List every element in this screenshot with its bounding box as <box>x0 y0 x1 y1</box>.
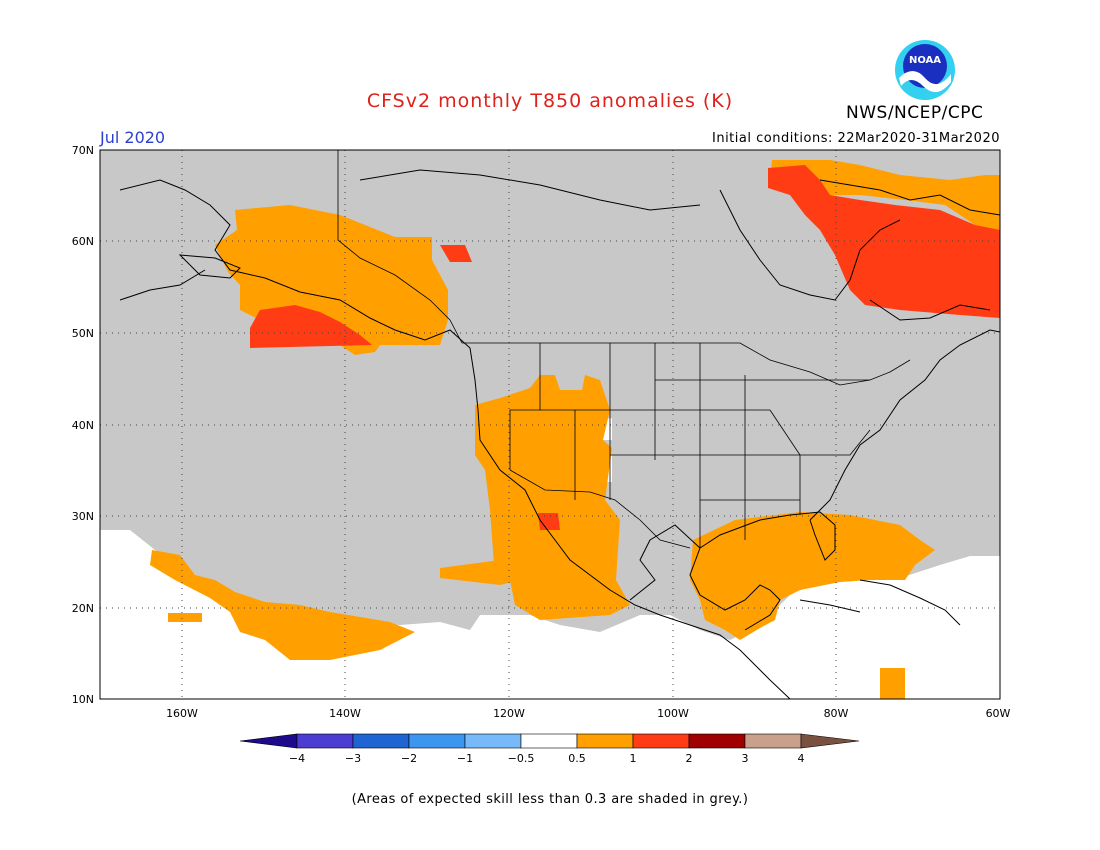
noaa-logo-text: NOAA <box>909 55 941 66</box>
anomaly-region-orange <box>690 512 935 640</box>
colorbar-label: 2 <box>686 752 693 765</box>
lon-tick-label: 80W <box>824 707 849 720</box>
lat-tick-label: 60N <box>72 235 94 248</box>
lon-tick-label: 60W <box>986 707 1011 720</box>
colorbar-label: −1 <box>457 752 473 765</box>
map-title: CFSv2 monthly T850 anomalies (K) <box>366 90 734 112</box>
colorbar-label: −2 <box>401 752 417 765</box>
anomaly-region-orange <box>168 613 202 622</box>
graticule <box>100 150 1000 699</box>
colorbar-swatch <box>576 733 634 749</box>
colorbar-swatch <box>464 733 522 749</box>
colorbar-swatch <box>520 733 578 749</box>
lon-tick-label: 120W <box>493 707 525 720</box>
anomaly-region-red <box>768 165 1000 318</box>
lat-tick-label: 20N <box>72 602 94 615</box>
colorbar-swatch <box>744 733 802 749</box>
colorbar-label: −4 <box>289 752 305 765</box>
initial-conditions-label: Initial conditions: 22Mar2020-31Mar2020 <box>712 131 1000 146</box>
colorbar-label: 1 <box>630 752 637 765</box>
colorbar-label: 3 <box>742 752 749 765</box>
footnote: (Areas of expected skill less than 0.3 a… <box>351 792 749 807</box>
lon-tick-label: 160W <box>166 707 198 720</box>
anomaly-region-red <box>538 513 560 530</box>
noaa-logo: NOAA <box>895 40 955 100</box>
lat-tick-label: 70N <box>72 144 94 157</box>
lat-tick-label: 10N <box>72 693 94 706</box>
colorbar-swatch <box>352 733 410 749</box>
political-borders <box>337 150 911 549</box>
anomaly-region-red <box>440 245 472 262</box>
lon-axis: 160W 140W 120W 100W 80W 60W <box>166 707 1010 720</box>
lon-tick-label: 100W <box>657 707 689 720</box>
anomaly-region-orange <box>440 560 525 585</box>
colorbar-arrow-low <box>239 733 298 749</box>
anomaly-region-red <box>250 305 372 348</box>
colorbar-label: 4 <box>798 752 805 765</box>
organization-label: NWS/NCEP/CPC <box>846 103 984 123</box>
colorbar-swatch <box>688 733 746 749</box>
colorbar-swatch <box>632 733 690 749</box>
anomaly-region-orange <box>880 668 905 699</box>
lon-tick-label: 140W <box>329 707 361 720</box>
colorbar-swatch <box>408 733 466 749</box>
lat-tick-label: 50N <box>72 327 94 340</box>
colorbar: −4 −3 −2 −1 −0.5 0.5 1 2 3 4 <box>239 733 860 765</box>
colorbar-label: −3 <box>345 752 361 765</box>
colorbar-arrow-high <box>800 733 860 749</box>
lat-axis: 70N 60N 50N 40N 30N 20N 10N <box>72 144 94 706</box>
anomaly-region-orange <box>150 550 415 660</box>
anomaly-region-orange <box>770 160 1000 235</box>
noaa-logo-gull <box>899 71 951 93</box>
lat-tick-label: 30N <box>72 510 94 523</box>
map-frame <box>99 149 1001 700</box>
anomaly-region-orange <box>475 375 630 620</box>
valid-month-label: Jul 2020 <box>100 128 166 147</box>
colorbar-label: −0.5 <box>508 752 535 765</box>
colorbar-swatch <box>296 733 354 749</box>
colorbar-label: 0.5 <box>568 752 586 765</box>
coastlines <box>119 169 1000 699</box>
lat-tick-label: 40N <box>72 419 94 432</box>
